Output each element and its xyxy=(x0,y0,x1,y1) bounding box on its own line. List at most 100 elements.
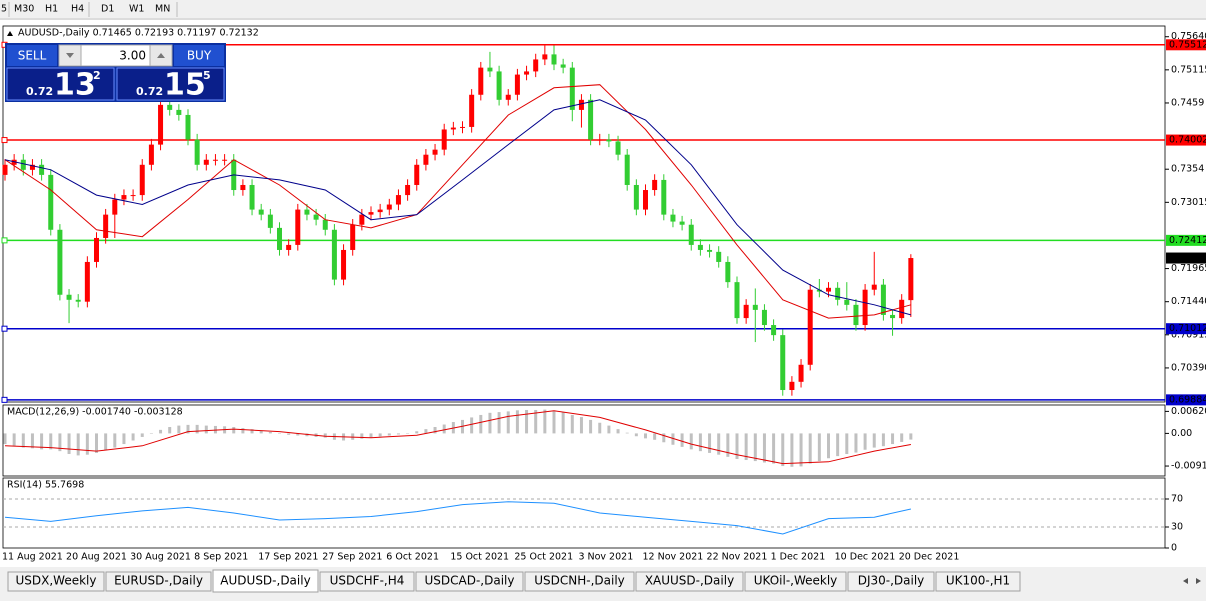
candle-body xyxy=(75,299,81,302)
candle-body xyxy=(734,282,740,319)
histogram-bar xyxy=(689,433,693,450)
candle-body xyxy=(450,127,456,130)
timeframe-bar: 5 M30 H1 H4 D1 W1 MN xyxy=(1,2,178,17)
x-tick-label: 25 Oct 2021 xyxy=(514,552,573,563)
candle-body xyxy=(29,164,35,170)
tab[interactable] xyxy=(415,571,524,592)
histogram-bar xyxy=(515,410,519,434)
toolbar xyxy=(0,0,1206,19)
ask-box[interactable] xyxy=(116,67,225,101)
timeframe-button[interactable]: 5 xyxy=(1,4,7,15)
histogram-bar xyxy=(506,411,510,434)
candle-body xyxy=(148,144,154,165)
bid-big: 13 xyxy=(54,68,96,103)
candle-body xyxy=(304,209,310,215)
candle-body xyxy=(469,94,475,127)
histogram-bar xyxy=(76,433,80,456)
candle-body xyxy=(670,214,676,222)
histogram-bar xyxy=(827,433,830,459)
histogram-bar xyxy=(479,414,483,434)
candle-body xyxy=(11,159,17,165)
histogram-bar xyxy=(159,429,163,434)
histogram-bar xyxy=(717,433,721,455)
histogram-bar xyxy=(396,433,400,435)
tab-label[interactable]: USDX,Weekly xyxy=(16,574,97,588)
level-marker xyxy=(1,237,8,244)
histogram-bar xyxy=(241,428,245,434)
histogram-bar xyxy=(616,429,620,434)
timeframe-button[interactable]: M30 xyxy=(14,4,34,15)
trade-panel: SELL 3.00 BUY 0.72 13 2 0.72 15 5 xyxy=(5,43,226,103)
candle-body xyxy=(203,159,209,165)
buy-label[interactable]: BUY xyxy=(187,49,212,63)
tab[interactable] xyxy=(524,571,635,592)
y-tick-label: 0.71965 xyxy=(1171,263,1206,274)
tab-label[interactable]: DJ30-,Daily xyxy=(858,574,925,588)
tab[interactable] xyxy=(744,571,847,592)
tab-label[interactable]: AUDUSD-,Daily xyxy=(220,574,310,588)
indicator-line xyxy=(4,84,912,319)
candle-body xyxy=(826,287,831,292)
histogram-bar xyxy=(95,433,98,453)
sell-label[interactable]: SELL xyxy=(18,49,47,63)
candle-body xyxy=(597,139,603,141)
last-price-bg xyxy=(1166,252,1206,264)
candle-body xyxy=(158,104,164,145)
timeframe-button[interactable]: H4 xyxy=(71,4,84,15)
tab-label[interactable]: UKOil-,Weekly xyxy=(754,574,838,588)
candle-body xyxy=(890,314,896,319)
candle-body xyxy=(643,190,648,210)
histogram-bar xyxy=(177,425,181,434)
candle-body xyxy=(835,287,841,300)
histogram-bar xyxy=(186,424,190,434)
candle-body xyxy=(716,251,722,262)
sell-button[interactable] xyxy=(7,45,57,66)
tab-label[interactable]: USDCNH-,Daily xyxy=(534,574,625,588)
tab[interactable] xyxy=(635,571,744,592)
tab-label[interactable]: EURUSD-,Daily xyxy=(114,574,203,588)
histogram-bar xyxy=(881,433,885,447)
tab-label[interactable]: UK100-,H1 xyxy=(946,574,1010,588)
y-tick-label: 0.75115 xyxy=(1171,64,1206,75)
candle-body xyxy=(505,94,511,100)
indicator-line xyxy=(4,501,912,535)
timeframe-button[interactable]: W1 xyxy=(129,4,144,15)
tab-label[interactable]: USDCHF-,H4 xyxy=(330,574,405,588)
histogram-bar xyxy=(534,409,538,434)
tab-scroll[interactable] xyxy=(1183,578,1201,584)
tab[interactable] xyxy=(105,571,212,592)
candle-body xyxy=(286,244,292,250)
tab-label[interactable]: XAUUSD-,Daily xyxy=(645,574,734,588)
tab-label[interactable]: USDCAD-,Daily xyxy=(425,574,515,588)
tab[interactable] xyxy=(935,571,1021,592)
histogram-bar xyxy=(85,433,89,455)
histogram-bar xyxy=(131,433,135,441)
tab[interactable] xyxy=(7,571,105,592)
x-tick-label: 8 Sep 2021 xyxy=(194,552,248,563)
histogram-bar xyxy=(58,433,62,452)
candle-body xyxy=(103,214,109,238)
histogram-bar xyxy=(30,433,34,449)
timeframe-button[interactable]: D1 xyxy=(101,4,114,15)
histogram-bar xyxy=(634,433,638,437)
histogram-bar xyxy=(268,431,272,434)
histogram-bar xyxy=(287,433,291,435)
candle-body xyxy=(441,129,447,150)
histogram-bar xyxy=(104,433,108,451)
tab[interactable] xyxy=(212,569,319,593)
histogram-bar xyxy=(900,433,904,442)
histogram-bar xyxy=(872,433,876,448)
x-tick-label: 30 Aug 2021 xyxy=(130,552,191,563)
histogram-bar xyxy=(470,417,474,434)
bid-box[interactable] xyxy=(6,67,115,101)
timeframe-button[interactable]: MN xyxy=(155,4,170,15)
symbol-arrow xyxy=(7,31,13,36)
tab[interactable] xyxy=(319,571,415,592)
candle-body xyxy=(752,304,758,310)
candle-body xyxy=(588,99,594,140)
buy-button[interactable] xyxy=(174,45,224,66)
tab[interactable] xyxy=(847,571,935,592)
y-tick-label: 70 xyxy=(1171,494,1183,505)
x-tick-label: 20 Dec 2021 xyxy=(899,552,960,563)
timeframe-button[interactable]: H1 xyxy=(45,4,58,15)
